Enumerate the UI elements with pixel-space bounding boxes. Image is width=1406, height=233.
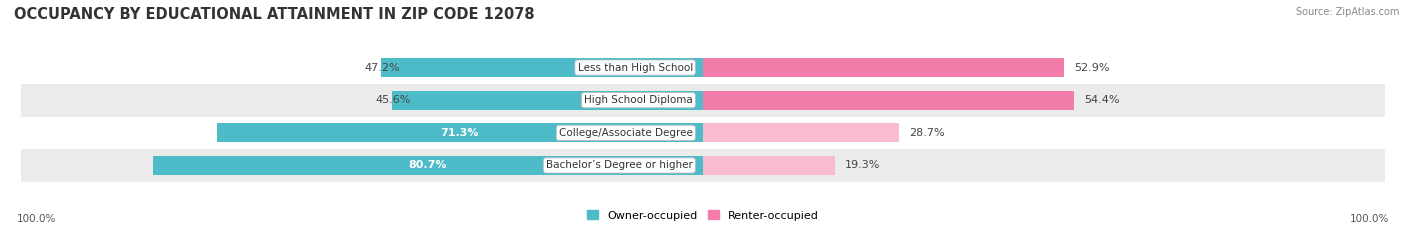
Bar [153, 156, 703, 175]
Text: College/Associate Degree: College/Associate Degree [560, 128, 693, 138]
Bar [381, 58, 703, 77]
Text: 71.3%: 71.3% [440, 128, 479, 138]
Bar [703, 149, 1385, 182]
Text: OCCUPANCY BY EDUCATIONAL ATTAINMENT IN ZIP CODE 12078: OCCUPANCY BY EDUCATIONAL ATTAINMENT IN Z… [14, 7, 534, 22]
Bar [703, 51, 1385, 84]
Bar [392, 91, 703, 110]
Text: 47.2%: 47.2% [364, 63, 399, 72]
Bar [21, 84, 703, 116]
Text: 100.0%: 100.0% [1350, 214, 1389, 224]
Text: 54.4%: 54.4% [1084, 95, 1119, 105]
Bar [21, 51, 703, 84]
Bar [703, 116, 1385, 149]
Bar [21, 149, 703, 182]
Bar [217, 123, 703, 142]
Text: 19.3%: 19.3% [845, 161, 880, 170]
Bar [703, 123, 898, 142]
Text: High School Diploma: High School Diploma [583, 95, 693, 105]
Text: 52.9%: 52.9% [1074, 63, 1109, 72]
Text: 100.0%: 100.0% [17, 214, 56, 224]
Text: 28.7%: 28.7% [908, 128, 945, 138]
Text: 80.7%: 80.7% [409, 161, 447, 170]
Text: 45.6%: 45.6% [375, 95, 411, 105]
Bar [703, 84, 1385, 116]
Legend: Owner-occupied, Renter-occupied: Owner-occupied, Renter-occupied [582, 206, 824, 225]
Bar [21, 116, 703, 149]
Bar [703, 91, 1074, 110]
Text: Less than High School: Less than High School [578, 63, 693, 72]
Bar [703, 58, 1064, 77]
Text: Source: ZipAtlas.com: Source: ZipAtlas.com [1295, 7, 1399, 17]
Text: Bachelor’s Degree or higher: Bachelor’s Degree or higher [546, 161, 693, 170]
Bar [703, 156, 835, 175]
